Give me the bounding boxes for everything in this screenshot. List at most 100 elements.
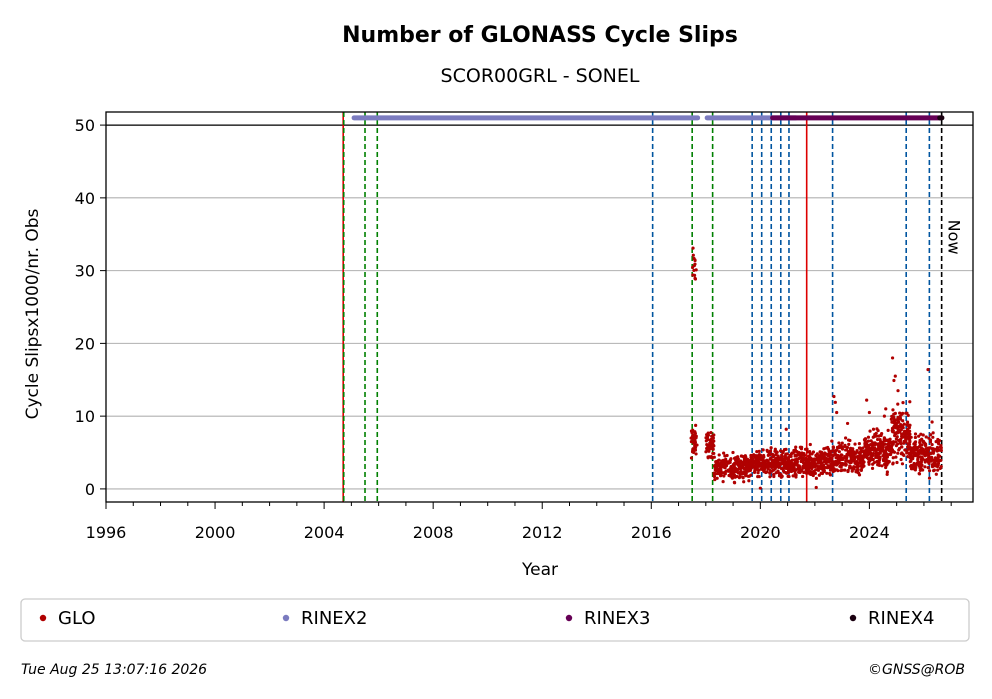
x-tick-label: 2012	[522, 523, 563, 542]
glo-point	[722, 451, 726, 455]
glo-point	[691, 253, 695, 257]
glo-point	[890, 420, 894, 424]
glo-point	[768, 471, 772, 475]
glo-point	[808, 464, 812, 468]
glo-point	[814, 453, 818, 458]
glo-point	[819, 465, 824, 469]
legend-label-rinex3: RINEX3	[584, 608, 650, 629]
glo-point	[811, 472, 815, 476]
glo-point	[824, 446, 828, 450]
glo-point	[883, 442, 887, 446]
glo-point	[755, 449, 759, 454]
glo-point	[719, 474, 723, 478]
glo-point	[866, 453, 870, 457]
glo-point	[927, 453, 931, 457]
glo-point	[827, 449, 831, 454]
glo-point	[732, 466, 737, 470]
glo-point	[815, 464, 820, 468]
glo-point	[882, 437, 886, 442]
glo-point	[829, 462, 833, 466]
glo-point	[894, 426, 898, 430]
glo-point	[902, 453, 906, 457]
glo-point	[836, 461, 840, 465]
glo-point	[869, 452, 873, 456]
x-tick-label: 2016	[631, 523, 672, 542]
glo-point	[927, 469, 932, 473]
glo-point	[732, 463, 736, 467]
glo-point	[920, 458, 924, 462]
glo-point	[740, 465, 744, 469]
glo-point	[738, 461, 742, 465]
glo-point	[689, 456, 694, 460]
glo-point	[885, 442, 890, 447]
glo-point	[909, 435, 913, 439]
glo-point	[881, 440, 885, 444]
glo-point	[877, 463, 881, 467]
glo-point	[860, 450, 864, 454]
glo-point	[870, 454, 874, 459]
glo-point	[836, 454, 840, 459]
glo-point	[693, 444, 697, 448]
glo-point	[760, 456, 764, 460]
glo-point	[907, 442, 912, 446]
glo-point	[863, 442, 867, 446]
glo-point	[930, 442, 934, 447]
glo-point	[844, 462, 848, 466]
glo-point	[852, 467, 856, 471]
glo-point	[835, 445, 840, 449]
glo-point	[693, 276, 697, 280]
glo-point	[907, 425, 911, 429]
x-axis-label: Year	[521, 560, 558, 580]
glo-point	[730, 471, 735, 476]
y-tick-label: 0	[85, 480, 95, 499]
glo-point	[905, 420, 910, 424]
x-tick-label: 2000	[195, 523, 236, 542]
glo-point	[860, 458, 864, 462]
glo-point	[860, 465, 864, 469]
glo-point	[867, 462, 871, 466]
glo-point	[938, 454, 942, 458]
glo-point	[874, 434, 878, 438]
glo-point	[854, 465, 859, 469]
legend-marker-rinex2	[282, 614, 290, 622]
glo-point	[876, 442, 880, 447]
glo-point	[935, 449, 939, 453]
y-axis-label: Cycle Slipsx1000/nr. Obs	[23, 208, 43, 419]
glo-point	[923, 465, 927, 469]
glo-point	[750, 456, 755, 461]
glo-point	[712, 433, 716, 437]
glo-point	[919, 432, 923, 436]
glo-point	[884, 407, 888, 411]
glo-point	[802, 470, 806, 475]
glo-point	[895, 460, 899, 465]
glo-point	[772, 462, 776, 466]
glo-point	[741, 475, 745, 479]
glo-point	[896, 402, 900, 406]
glo-point	[871, 451, 876, 456]
glo-point	[708, 442, 712, 446]
glo-point	[694, 423, 698, 427]
glo-point	[865, 398, 869, 402]
glo-point	[810, 458, 814, 462]
glo-point	[846, 468, 850, 473]
glo-point	[726, 461, 730, 465]
glo-point	[926, 367, 930, 372]
glo-point	[768, 469, 773, 473]
glo-point	[917, 434, 921, 438]
glo-point	[816, 456, 820, 460]
glo-point	[810, 466, 814, 470]
glo-point	[898, 416, 903, 421]
glo-point	[891, 426, 896, 430]
glo-point	[853, 461, 857, 465]
data-points	[351, 115, 945, 490]
glo-point	[831, 467, 835, 471]
glo-point	[884, 446, 888, 450]
glo-point	[788, 462, 792, 466]
glo-point	[829, 456, 833, 460]
glo-point	[721, 480, 725, 484]
glo-point	[705, 435, 710, 439]
legend-marker-rinex3	[565, 614, 573, 622]
glo-point	[888, 452, 892, 457]
glo-point	[794, 473, 798, 477]
glo-point	[871, 457, 875, 462]
